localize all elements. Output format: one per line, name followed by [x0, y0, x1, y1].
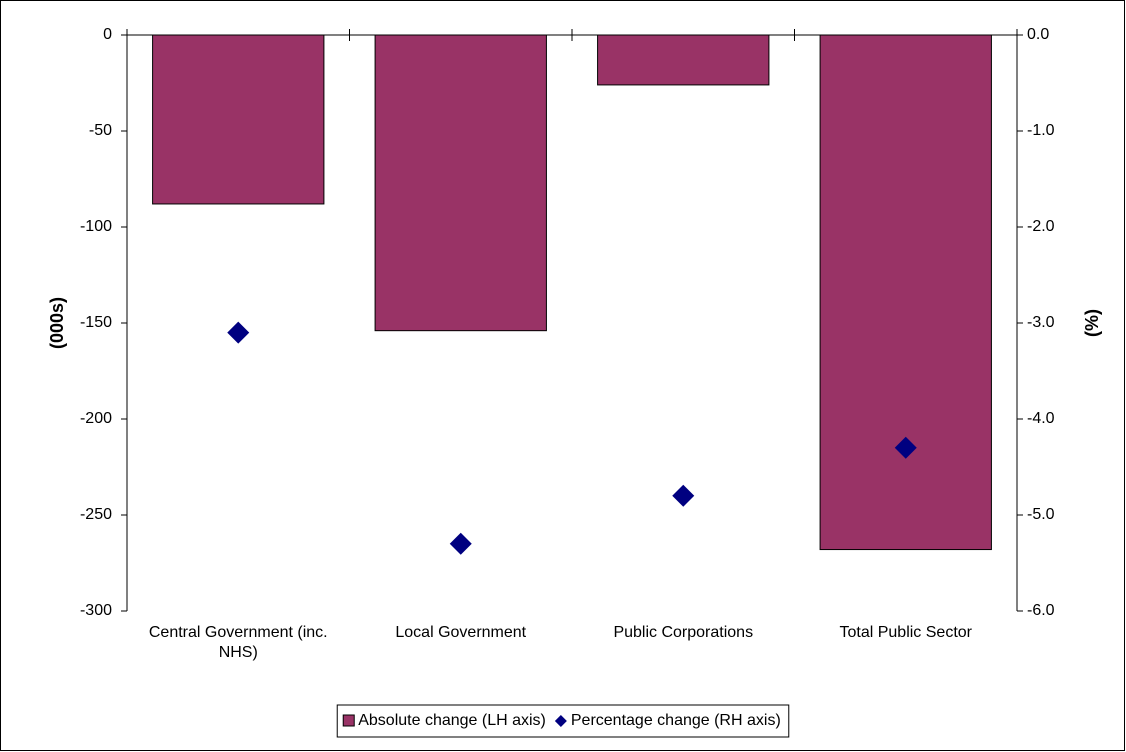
x-tick-label: Local Government — [395, 624, 526, 641]
y-tick-label: -250 — [80, 506, 112, 523]
bar — [597, 34, 770, 86]
marker — [672, 484, 695, 507]
x-tick-label: Central Government (inc. NHS) — [149, 624, 328, 661]
y2-tick-label: 0.0 — [1027, 26, 1049, 43]
legend-swatch — [342, 714, 355, 727]
y2-tick-label: -5.0 — [1027, 506, 1055, 523]
legend-label: Percentage change (RH axis) — [571, 712, 781, 729]
bar — [152, 34, 325, 205]
marker — [894, 436, 917, 459]
y2-tick-label: -2.0 — [1027, 218, 1055, 235]
y-tick-label: -200 — [80, 410, 112, 427]
x-tick-label: Total Public Sector — [839, 624, 972, 641]
y-tick-label: -50 — [89, 122, 112, 139]
bar — [819, 34, 992, 551]
x-tick-label: Public Corporations — [613, 624, 753, 641]
marker — [449, 532, 472, 555]
y-tick-label: 0 — [103, 26, 112, 43]
legend: Absolute change (LH axis) Percentage chan… — [336, 704, 790, 738]
y2-tick-label: -4.0 — [1027, 410, 1055, 427]
y-tick-label: -100 — [80, 218, 112, 235]
y2-tick-label: -1.0 — [1027, 122, 1055, 139]
bar — [374, 34, 547, 332]
y-tick-label: -300 — [80, 602, 112, 619]
legend-swatch — [554, 715, 567, 727]
y2-axis-label: (%) — [1082, 309, 1102, 337]
legend-label: Absolute change (LH axis) — [358, 712, 546, 729]
marker — [227, 321, 250, 344]
y2-tick-label: -3.0 — [1027, 314, 1055, 331]
y-axis-label: (000s) — [47, 297, 67, 349]
y-tick-label: -150 — [80, 314, 112, 331]
y2-tick-label: -6.0 — [1027, 602, 1055, 619]
